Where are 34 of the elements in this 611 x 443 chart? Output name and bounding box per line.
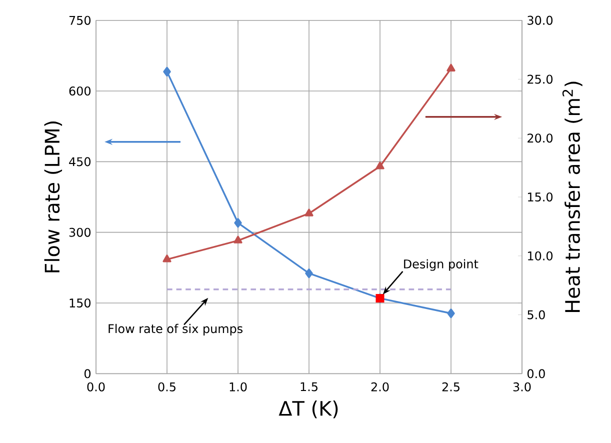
y-tick-label: 300 [69,228,91,237]
point [305,268,313,278]
x-tick-label: 1.0 [230,382,247,392]
point [234,236,242,244]
point [447,308,455,318]
y-tick-label: 750 [69,16,91,25]
y2-axis-title: Heat transfer area (m$^{2}$) [562,82,582,312]
y2-tick-label: 25.0 [528,74,553,84]
x-tick-label: 0.0 [87,382,105,392]
x-tick-label: 2.5 [442,382,460,392]
y2-tick-label: 5.0 [528,310,545,320]
y-tick-label: 450 [69,157,91,166]
y2-tick-label: 30.0 [528,16,553,25]
x-tick-label: 0.5 [158,382,176,392]
y-axis-title: Flow rate (LPM) [44,121,62,272]
y2-tick-label: 10.0 [528,251,553,260]
y2-tick-label: 20.0 [528,134,553,143]
x-tick-label: 3.0 [513,382,531,392]
point [162,254,172,262]
y2-tick-label: 0.0 [527,369,545,378]
point [234,218,242,228]
point [376,162,384,170]
y-tick-label: 600 [69,86,91,96]
x-tick-label: 2.0 [371,382,389,392]
x-tick-label: 1.5 [300,382,318,392]
point [446,64,456,72]
x-axis-title: ΔT (K) [278,400,338,418]
y-tick-label: 0 [84,369,91,378]
annotation: Flow rate of six pumps [108,324,243,336]
y2-tick-label: 15.0 [528,192,553,202]
annotation: Design point [404,259,478,271]
point [163,66,171,77]
y-tick-label: 150 [70,298,91,308]
point [304,208,314,216]
